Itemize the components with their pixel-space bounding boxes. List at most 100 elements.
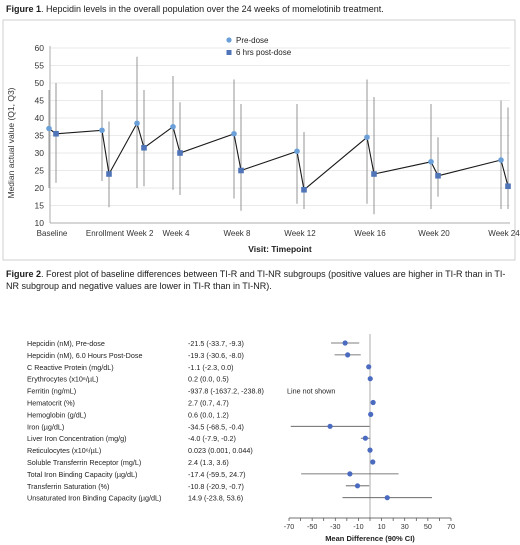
x-tick-label: -70 — [284, 522, 294, 531]
row-label: C Reactive Protein (mg/dL) — [27, 363, 114, 372]
x-tick-label: Enrollment — [86, 229, 125, 238]
row-value: -1.1 (-2.3, 0.0) — [188, 363, 234, 372]
data-point-post-dose — [141, 144, 147, 151]
x-tick-label: Week 4 — [163, 229, 191, 238]
estimate-point — [354, 483, 361, 489]
row-label: Hematocrit (%) — [27, 399, 75, 408]
data-point-pre-dose — [99, 127, 105, 134]
row-label: Hemoglobin (g/dL) — [27, 410, 86, 419]
y-tick-label: 50 — [35, 78, 45, 88]
row-label: Unsaturated Iron Binding Capacity (µg/dL… — [27, 494, 161, 503]
row-value: 2.4 (1.3, 3.6) — [188, 458, 229, 467]
data-point-pre-dose — [364, 134, 370, 141]
row-label: Erythrocytes (x10⁶/µL) — [27, 375, 98, 384]
row-value: 0.023 (0.001, 0.044) — [188, 446, 253, 455]
row-value: -21.5 (-33.7, -9.3) — [188, 339, 244, 348]
data-point-pre-dose — [134, 120, 140, 127]
figure2-caption-label: Figure 2 — [6, 269, 42, 279]
data-point-pre-dose — [231, 130, 237, 137]
y-tick-label: 60 — [35, 43, 45, 53]
figure1-frame — [2, 19, 516, 261]
figure1-error-bars — [48, 56, 509, 215]
row-label: Ferritin (ng/mL) — [27, 387, 76, 396]
row-label: Hepcidin (nM), 6.0 Hours Post-Dose — [27, 351, 142, 360]
x-tick-label: Week 12 — [284, 229, 316, 238]
row-label: Reticulocytes (x10⁶/µL) — [27, 446, 101, 455]
estimate-point — [362, 435, 368, 441]
row-label: Transferrin Saturation (%) — [27, 482, 109, 491]
figure2-estimates — [327, 340, 390, 501]
figure2-caption: Figure 2. Forest plot of baseline differ… — [6, 268, 516, 292]
data-point-post-dose — [371, 171, 377, 177]
figure1-gridlines — [49, 46, 510, 224]
data-point-post-dose — [53, 130, 59, 137]
data-point-pre-dose — [46, 125, 52, 132]
figure1-line-chart: 10 15 20 25 30 35 40 45 50 55 60 Baseline Enrollmen… — [2, 19, 520, 261]
row-label: Total Iron Binding Capacity (µg/dL) — [27, 470, 137, 479]
row-label: Hepcidin (nM), Pre-dose — [27, 339, 105, 348]
figure2-row-notes: Line not shown — [287, 387, 335, 396]
row-note: Line not shown — [287, 387, 335, 396]
estimate-point — [384, 495, 390, 501]
y-tick-label: 10 — [35, 218, 45, 228]
row-value: 0.6 (0.0, 1.2) — [188, 410, 229, 419]
row-label: Soluble Transferrin Receptor (mg/L) — [27, 458, 141, 467]
x-tick-label: 10 — [378, 522, 386, 531]
x-tick-label: 70 — [447, 522, 455, 531]
figure1-y-ticks: 10 15 20 25 30 35 40 45 50 55 60 — [35, 43, 45, 228]
row-value: -937.8 (-1637.2, -238.8) — [188, 387, 264, 396]
row-value: 14.9 (-23.8, 53.6) — [188, 494, 243, 503]
row-value: -34.5 (-68.5, -0.4) — [188, 422, 244, 431]
figure2-row-labels: Hepcidin (nM), Pre-dose Hepcidin (nM), 6.… — [27, 339, 161, 503]
figure2-forest-plot: Hepcidin (nM), Pre-dose Hepcidin (nM), 6.… — [27, 334, 455, 543]
data-point-post-dose — [435, 172, 441, 179]
figure2-confidence-intervals — [290, 342, 433, 499]
figure1-caption-label: Figure 1 — [6, 4, 42, 14]
row-value: -19.3 (-30.6, -8.0) — [188, 351, 244, 360]
x-tick-label: Baseline — [37, 229, 68, 238]
data-point-pre-dose — [170, 123, 176, 130]
estimate-point — [327, 423, 333, 429]
x-tick-label: 30 — [401, 522, 409, 531]
legend-pre-dose-label: Pre-dose — [236, 36, 269, 45]
figure1-series-line — [48, 121, 509, 191]
row-label: Liver Iron Concentration (mg/g) — [27, 434, 126, 443]
x-tick-label: -50 — [307, 522, 317, 531]
x-tick-label: Week 8 — [224, 229, 252, 238]
row-value: 0.2 (0.0, 0.5) — [188, 375, 229, 384]
data-point-post-dose — [505, 183, 511, 190]
x-tick-label: 50 — [424, 522, 432, 531]
y-tick-label: 30 — [35, 148, 45, 158]
figure2-x-ticks: -70 -50 -30 -10 10 30 50 70 — [284, 518, 455, 531]
figure2-row-values: -21.5 (-33.7, -9.3) -19.3 (-30.6, -8.0) -1… — [188, 339, 264, 503]
estimate-point — [366, 364, 372, 370]
y-tick-label: 55 — [35, 61, 45, 71]
estimate-point — [370, 399, 376, 406]
estimate-point — [367, 376, 373, 382]
figure1-points — [46, 120, 511, 193]
legend-post-dose-label: 6 hrs post-dose — [236, 48, 292, 57]
figure1-x-axis-label: Visit: Timepoint — [248, 244, 312, 254]
estimate-point — [368, 411, 374, 417]
y-tick-label: 25 — [35, 166, 45, 176]
data-point-pre-dose — [428, 158, 434, 165]
figure2-caption-text: . Forest plot of baseline differences be… — [6, 269, 506, 291]
figure1-x-ticks: Baseline Enrollment Week 2 Week 4 Week 8 Week… — [37, 229, 520, 238]
data-point-post-dose — [106, 171, 112, 177]
estimate-point — [345, 352, 351, 358]
y-tick-label: 45 — [35, 96, 45, 106]
estimate-point — [367, 447, 373, 453]
x-tick-label: Week 2 — [127, 229, 155, 238]
x-tick-label: Week 20 — [418, 229, 450, 238]
data-point-post-dose — [177, 150, 183, 156]
row-label: Iron (µg/dL) — [27, 422, 64, 431]
figure1-caption-text: . Hepcidin levels in the overall populat… — [41, 4, 384, 14]
data-point-post-dose — [301, 186, 307, 193]
estimate-point — [342, 340, 348, 346]
y-tick-label: 20 — [35, 183, 45, 193]
figure1-caption: Figure 1. Hepcidin levels in the overall… — [6, 3, 516, 15]
x-tick-label: Week 16 — [354, 229, 386, 238]
series-line — [48, 121, 509, 191]
row-value: 2.7 (0.7, 4.7) — [188, 399, 229, 408]
data-point-post-dose — [238, 167, 244, 174]
